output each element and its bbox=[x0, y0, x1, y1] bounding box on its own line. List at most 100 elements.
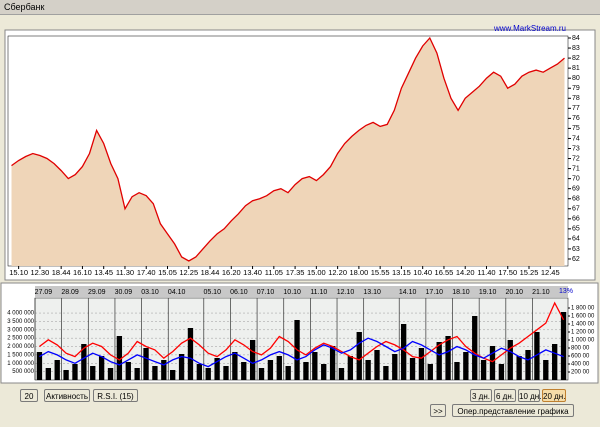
volume-bar bbox=[187, 328, 194, 380]
volume-bar bbox=[454, 362, 460, 380]
window-title: Сбербанк bbox=[0, 0, 600, 15]
date-label: 17.10 bbox=[426, 289, 444, 296]
date-label: 06.10 bbox=[230, 289, 248, 296]
corner-label: 13% bbox=[559, 288, 573, 295]
x-tick-label: 18.44 bbox=[201, 268, 220, 277]
volume-bar bbox=[383, 366, 389, 380]
y-tick-label: 3 500 000 bbox=[7, 319, 34, 325]
volume-bar bbox=[427, 364, 433, 380]
x-tick-label: 16.20 bbox=[222, 268, 241, 277]
x-tick-label: 14.20 bbox=[456, 268, 475, 277]
y2-tick-label: 400 00 bbox=[571, 362, 590, 368]
volume-bar bbox=[507, 340, 513, 380]
date-label: 12.10 bbox=[337, 289, 355, 296]
date-label: 21.10 bbox=[532, 289, 550, 296]
button[interactable]: Опер.представление графика bbox=[452, 404, 574, 417]
volume-bar bbox=[161, 360, 167, 380]
x-tick-label: 15.05 bbox=[158, 268, 177, 277]
x-tick-label: 16.10 bbox=[73, 268, 92, 277]
volume-bar bbox=[356, 332, 362, 380]
volume-bar bbox=[525, 350, 531, 380]
y-tick-label: 75 bbox=[572, 125, 580, 132]
volume-bar bbox=[249, 340, 256, 380]
y-tick-label: 71 bbox=[572, 165, 580, 172]
period-button[interactable]: 6 дн. bbox=[494, 389, 516, 402]
y2-tick-label: 1 800 00 bbox=[571, 306, 595, 312]
button[interactable]: Активность bbox=[44, 389, 90, 402]
volume-bar bbox=[125, 362, 131, 380]
button[interactable]: R.S.I. (15) bbox=[93, 389, 138, 402]
x-tick-label: 12.30 bbox=[31, 268, 50, 277]
y-tick-label: 73 bbox=[572, 145, 580, 152]
x-tick-label: 11.40 bbox=[477, 268, 495, 277]
volume-bar bbox=[54, 360, 60, 380]
y-tick-label: 72 bbox=[572, 155, 580, 162]
y-tick-label: 67 bbox=[572, 206, 580, 213]
date-label: 18.10 bbox=[452, 289, 470, 296]
y-tick-label: 66 bbox=[572, 216, 580, 223]
y-tick-label: 2 000 000 bbox=[7, 344, 34, 350]
x-tick-label: 15.25 bbox=[520, 268, 539, 277]
volume-bar bbox=[285, 366, 291, 380]
x-tick-label: 15.10 bbox=[9, 268, 28, 277]
volume-bar bbox=[543, 360, 549, 380]
volume-bar bbox=[45, 368, 51, 380]
date-label: 19.10 bbox=[479, 289, 497, 296]
volume-bar bbox=[267, 360, 274, 380]
volume-bar bbox=[303, 362, 309, 380]
date-label: 30.09 bbox=[115, 289, 133, 296]
period-button[interactable]: 10 дн. bbox=[518, 389, 541, 402]
date-label: 10.10 bbox=[283, 289, 301, 296]
y-tick-label: 82 bbox=[572, 55, 580, 62]
date-label: 07.10 bbox=[257, 289, 275, 296]
price-line bbox=[11, 36, 565, 262]
date-label: 11.10 bbox=[310, 289, 327, 296]
x-tick-label: 10.40 bbox=[413, 268, 432, 277]
y-tick-label: 62 bbox=[572, 256, 580, 263]
volume-bar bbox=[480, 360, 487, 380]
y-tick-label: 64 bbox=[572, 236, 580, 243]
volume-bar bbox=[152, 366, 158, 380]
x-tick-label: 15.55 bbox=[371, 268, 390, 277]
y-tick-label: 81 bbox=[572, 65, 580, 72]
y-tick-label: 84 bbox=[572, 35, 580, 42]
x-tick-label: 11.30 bbox=[116, 268, 134, 277]
volume-bar bbox=[560, 312, 567, 380]
date-label: 04.10 bbox=[168, 289, 186, 296]
period-button[interactable]: 20 дн. bbox=[542, 389, 566, 402]
volume-bar bbox=[72, 364, 78, 380]
area-fill bbox=[11, 38, 565, 266]
volume-bar bbox=[241, 362, 247, 380]
x-tick-label: 18.44 bbox=[52, 268, 71, 277]
volume-bar bbox=[258, 368, 265, 380]
volume-bar bbox=[90, 366, 96, 380]
x-tick-label: 13.45 bbox=[94, 268, 113, 277]
volume-bar bbox=[516, 356, 522, 380]
y-tick-label: 78 bbox=[572, 95, 580, 102]
date-label: 29.09 bbox=[88, 289, 106, 296]
y2-tick-label: 1 200 00 bbox=[571, 330, 595, 336]
volume-bar bbox=[489, 346, 496, 380]
y-tick-label: 76 bbox=[572, 115, 580, 122]
volume-bar bbox=[134, 368, 140, 380]
volume-bar bbox=[214, 358, 220, 380]
date-label: 20.10 bbox=[505, 289, 523, 296]
button[interactable]: 20 bbox=[20, 389, 38, 402]
x-tick-label: 17.40 bbox=[137, 268, 156, 277]
y2-tick-label: 600 00 bbox=[571, 354, 590, 360]
y-tick-label: 1 000 000 bbox=[7, 361, 34, 367]
volume-bar bbox=[321, 364, 327, 380]
volume-bar bbox=[436, 342, 442, 380]
volume-bar bbox=[98, 356, 105, 380]
volume-bar bbox=[409, 358, 416, 380]
volume-bar bbox=[196, 364, 203, 380]
y-tick-label: 69 bbox=[572, 186, 580, 193]
watermark: www.MarkStream.ru bbox=[493, 24, 566, 33]
x-tick-label: 12.20 bbox=[328, 268, 347, 277]
volume-bar bbox=[312, 352, 318, 380]
indicator-line bbox=[39, 301, 565, 363]
volume-bar bbox=[418, 348, 425, 380]
indicator-line bbox=[39, 337, 564, 368]
button[interactable]: >> bbox=[430, 404, 446, 417]
period-button[interactable]: 3 дн. bbox=[470, 389, 492, 402]
